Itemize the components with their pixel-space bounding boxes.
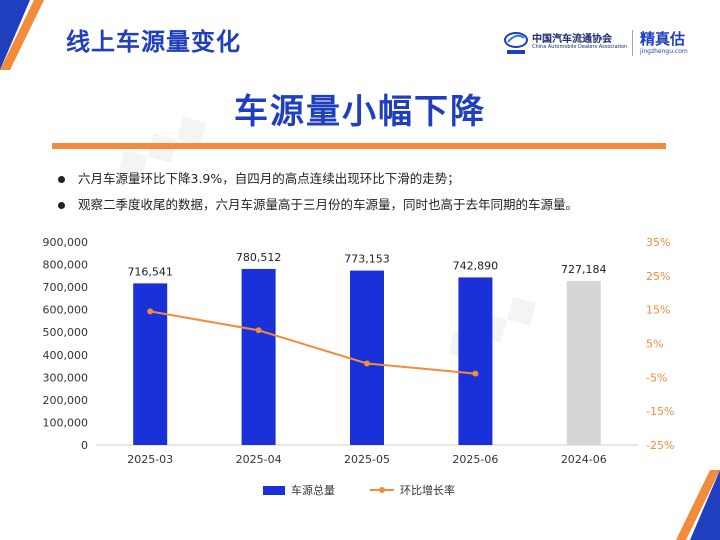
bar-value-label: 780,512: [236, 251, 282, 264]
legend-item-bar: 车源总量: [263, 482, 335, 498]
bar-value-label: 773,153: [344, 253, 390, 266]
chart-legend: 车源总量 环比增长率: [0, 482, 720, 500]
legend-label: 车源总量: [291, 484, 335, 497]
y-left-tick-label: 200,000: [43, 394, 89, 407]
logo-divider: [632, 30, 633, 56]
bullet-text: 六月车源量环比下降3.9%，自四月的高点连续出现环比下滑的走势；: [78, 171, 460, 186]
y-left-tick-label: 300,000: [43, 371, 89, 384]
bullet-text: 观察二季度收尾的数据，六月车源量高于三月份的车源量，同时也高于去年同期的车源量。: [78, 197, 579, 212]
cada-logo-icon: [504, 32, 528, 54]
legend-line-swatch: [370, 487, 394, 493]
cada-name-en: China Automobile Dealers Association: [532, 44, 628, 50]
jzg-logo-text: 精真估: [640, 30, 686, 48]
growth-rate-point: [364, 360, 370, 367]
x-tick-label: 2025-03: [127, 453, 173, 466]
y-left-tick-label: 400,000: [43, 349, 89, 362]
bullet-item: 六月车源量环比下降3.9%，自四月的高点连续出现环比下滑的走势；: [58, 166, 698, 192]
bar-value-label: 716,541: [127, 265, 173, 278]
x-tick-label: 2024-06: [561, 453, 607, 466]
y-left-tick-label: 500,000: [43, 326, 89, 339]
y-right-tick-label: -15%: [646, 405, 674, 418]
y-left-tick-label: 0: [81, 439, 88, 452]
slide-main-title: 车源量小幅下降: [234, 92, 486, 132]
y-left-tick-label: 900,000: [43, 236, 89, 249]
growth-rate-point: [147, 308, 154, 315]
bar: [566, 280, 601, 445]
y-right-tick-label: 15%: [646, 304, 670, 317]
growth-rate-point: [255, 327, 262, 334]
y-right-tick-label: 5%: [646, 338, 663, 351]
logo-area: 中国汽车流通协会 China Automobile Dealers Associ…: [502, 26, 712, 60]
legend-item-line: 环比增长率: [370, 482, 455, 498]
page-header-title: 线上车源量变化: [66, 28, 241, 56]
title-divider: [52, 143, 666, 149]
y-left-tick-label: 800,000: [43, 259, 89, 272]
legend-label: 环比增长率: [400, 484, 455, 497]
bar: [350, 270, 384, 445]
bullet-list: 六月车源量环比下降3.9%，自四月的高点连续出现环比下滑的走势； 观察二季度收尾…: [58, 166, 698, 218]
bar-value-label: 727,184: [561, 263, 607, 276]
corner-decoration-top-left: [0, 0, 44, 70]
y-right-tick-label: -25%: [646, 439, 674, 452]
y-right-tick-label: 25%: [646, 270, 670, 283]
y-left-tick-label: 100,000: [43, 416, 89, 429]
growth-rate-line: [150, 310, 476, 375]
y-left-tick-label: 600,000: [43, 304, 89, 317]
y-left-tick-label: 700,000: [43, 281, 89, 294]
corner-decoration-bottom-right: [676, 470, 720, 540]
x-tick-label: 2025-06: [452, 453, 498, 466]
y-right-tick-label: -5%: [646, 371, 667, 384]
growth-rate-point: [472, 370, 479, 377]
bullet-dot-icon: [58, 176, 65, 183]
y-right-tick-label: 35%: [646, 236, 670, 249]
cada-name-cn: 中国汽车流通协会: [532, 34, 612, 45]
combo-chart: 0 100,000 200,000 300,000 400,000 500,000 600,…: [43, 236, 675, 466]
bullet-item: 观察二季度收尾的数据，六月车源量高于三月份的车源量，同时也高于去年同期的车源量。: [58, 192, 698, 218]
bar-value-label: 742,890: [453, 259, 499, 272]
bar: [241, 268, 276, 445]
legend-bar-swatch: [263, 485, 285, 495]
x-tick-label: 2025-05: [344, 453, 390, 466]
jzg-logo-url: jingzhengu.com: [640, 48, 688, 55]
x-tick-label: 2025-04: [236, 453, 282, 466]
bar: [458, 277, 493, 445]
bullet-dot-icon: [58, 202, 65, 209]
bar: [133, 283, 168, 445]
